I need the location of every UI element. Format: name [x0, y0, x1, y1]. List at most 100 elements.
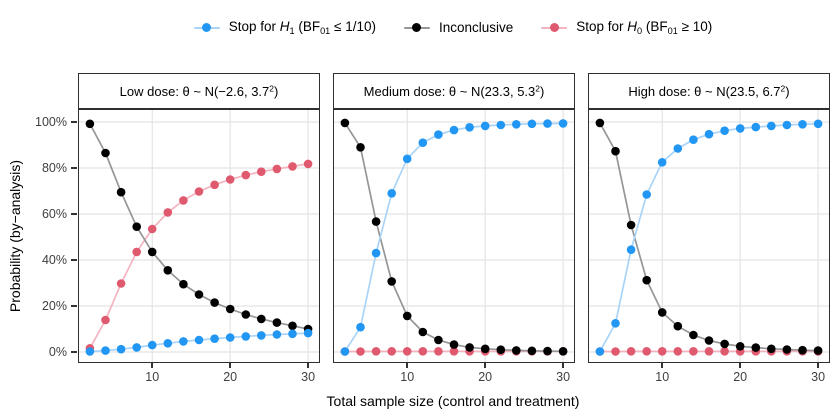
data-point — [132, 343, 141, 352]
data-point — [735, 124, 745, 133]
y-tick-mark — [71, 259, 77, 261]
data-point — [147, 224, 157, 234]
data-point — [85, 119, 95, 129]
data-point — [798, 120, 807, 129]
data-point — [449, 340, 459, 349]
data-point — [657, 347, 667, 356]
data-point — [371, 217, 381, 226]
data-point — [340, 118, 350, 128]
data-point — [434, 335, 443, 345]
data-point — [163, 339, 173, 348]
data-point — [257, 167, 266, 176]
data-point — [402, 311, 412, 321]
data-point — [543, 119, 552, 128]
data-point — [210, 180, 219, 190]
data-point — [720, 126, 729, 135]
x-tick-label: 20 — [478, 370, 493, 384]
y-tick-label: 60% — [41, 207, 67, 221]
data-point — [657, 308, 667, 317]
data-point — [101, 148, 110, 158]
data-point — [642, 275, 651, 285]
legend-marker-stop-h0-icon — [541, 22, 568, 33]
data-point — [194, 290, 204, 299]
data-point — [163, 208, 173, 217]
data-point — [720, 347, 729, 356]
data-point — [418, 138, 428, 147]
data-point — [558, 119, 568, 128]
data-point — [673, 347, 683, 356]
series-line-stop_h1 — [599, 122, 819, 352]
data-point — [163, 266, 173, 275]
data-point — [257, 314, 266, 324]
data-point — [179, 337, 188, 346]
data-point — [225, 304, 235, 314]
y-tick-mark — [71, 305, 77, 307]
data-point — [657, 158, 667, 167]
y-tick-label: 80% — [41, 161, 67, 175]
data-point — [340, 347, 350, 356]
data-point — [735, 342, 745, 351]
data-point — [527, 119, 537, 129]
series-points-inconclusive — [340, 118, 568, 356]
x-tick-mark — [817, 363, 819, 368]
data-point — [101, 346, 110, 355]
data-point — [558, 347, 568, 356]
data-point — [210, 298, 219, 307]
data-point — [116, 187, 126, 197]
data-point — [512, 120, 521, 129]
x-tick-label: 30 — [556, 370, 571, 384]
panel-high-dose — [588, 109, 830, 363]
data-point — [767, 121, 776, 131]
data-point — [626, 347, 636, 356]
data-point — [496, 345, 506, 354]
data-point — [303, 328, 313, 338]
data-point — [626, 220, 636, 230]
panel-plot-low — [79, 110, 319, 362]
data-point — [194, 187, 204, 196]
data-point — [225, 333, 235, 342]
data-point — [465, 123, 474, 132]
data-point — [418, 327, 428, 337]
facet-strip-low-dose: Low dose: θ ~ N(−2.6, 3.72) — [78, 73, 320, 109]
data-point — [147, 247, 157, 257]
x-axis-title: Total sample size (control and treatment… — [326, 393, 580, 409]
legend-label-stop-h1: Stop for H1 (BF01 ≤ 1/10) — [228, 19, 376, 37]
data-point — [225, 175, 235, 184]
panel-plot-medium — [334, 110, 574, 362]
data-point — [272, 164, 282, 174]
data-point — [132, 247, 141, 257]
data-point — [673, 144, 683, 153]
data-point — [751, 343, 761, 352]
data-point — [356, 143, 365, 152]
data-point — [116, 279, 126, 288]
x-tick-mark — [151, 363, 153, 368]
x-tick-label: 10 — [145, 370, 160, 384]
legend-label-inconclusive: Inconclusive — [438, 20, 514, 36]
series-points-inconclusive — [85, 119, 313, 334]
series-points-stop_h1 — [85, 328, 313, 356]
data-point — [465, 343, 474, 352]
data-point — [782, 345, 792, 354]
data-point — [371, 347, 381, 356]
data-point — [813, 119, 823, 129]
series-line-stop_h1 — [344, 122, 564, 352]
data-point — [303, 159, 313, 169]
y-tick-mark — [71, 121, 77, 123]
y-tick-label: 20% — [41, 299, 67, 313]
data-point — [813, 346, 823, 355]
legend-item-inconclusive: Inconclusive — [403, 20, 514, 36]
legend-marker-inconclusive-icon — [403, 22, 430, 33]
data-point — [179, 279, 188, 289]
data-point — [179, 196, 188, 205]
x-tick-label: 20 — [223, 370, 238, 384]
data-point — [704, 347, 714, 356]
panel-low-dose — [78, 109, 320, 363]
data-point — [527, 346, 537, 356]
data-point — [241, 332, 251, 341]
data-point — [496, 120, 506, 130]
series-points-inconclusive — [595, 118, 823, 355]
legend-item-stop-h0: Stop for H0 (BF01 ≥ 10) — [541, 19, 712, 36]
data-point — [356, 347, 365, 356]
data-point — [449, 125, 459, 135]
data-point — [132, 222, 141, 231]
